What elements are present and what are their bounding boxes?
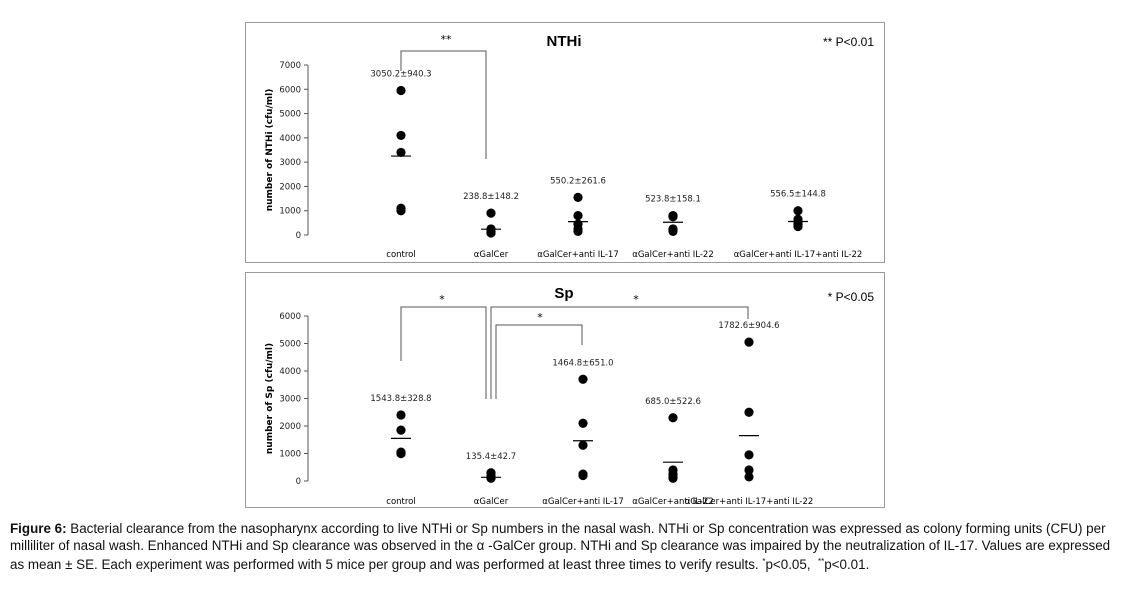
sp-y-axis-label: number of Sp (cfu/ml) [265, 343, 275, 454]
nthi-mean-label-3: 523.8±158.1 [645, 195, 701, 205]
sp-data-point-4-3 [744, 465, 754, 475]
sp-data-point-0-4 [396, 448, 406, 459]
nthi-mean-label-0: 3050.2±940.3 [370, 70, 431, 80]
sp-data-point-4-4 [744, 472, 754, 482]
sp-y-tick-label-3: 3000 [279, 395, 301, 405]
nthi-data-point-3-1 [668, 212, 678, 222]
nthi-data-point-4-4 [793, 221, 803, 232]
sp-data-point-0-0 [396, 410, 406, 420]
sp-significance-label-2: * [633, 293, 639, 306]
nthi-y-tick-label-5: 5000 [279, 110, 301, 120]
sp-significance-label-0: * [439, 293, 445, 306]
nthi-y-tick-label-6: 6000 [279, 85, 301, 95]
sp-data-point-4-1 [744, 407, 754, 417]
nthi-data-point-1-0 [486, 208, 496, 218]
nthi-y-tick-label-7: 7000 [279, 61, 301, 71]
sp-data-point-2-2 [578, 440, 588, 450]
nthi-data-point-0-4 [396, 206, 406, 216]
sp-y-tick-label-5: 5000 [279, 340, 301, 350]
nthi-category-label-2: αGalCer+anti IL-17 [537, 250, 619, 260]
sp-data-point-2-4 [578, 470, 588, 481]
caption-text: Bacterial clearance from the nasopharynx… [10, 521, 1111, 572]
figure-caption: Figure 6: Bacterial clearance from the n… [10, 521, 1118, 574]
sp-significance-bracket-0 [400, 306, 487, 399]
nthi-y-tick-label-2: 2000 [279, 182, 301, 192]
sp-chart-title: Sp [554, 285, 573, 302]
sp-mean-label-3: 685.0±522.6 [645, 397, 701, 407]
nthi-data-point-2-0 [573, 192, 583, 202]
nthi-data-point-0-0 [396, 85, 406, 96]
nthi-data-point-4-0 [793, 206, 803, 216]
sp-data-point-4-2 [744, 450, 754, 460]
nthi-data-point-1-4 [486, 228, 496, 238]
footnote-1-mark: * [762, 557, 766, 566]
nthi-category-label-4: αGalCer+anti IL-17+anti IL-22 [734, 250, 863, 260]
nthi-y-tick-label-1: 1000 [279, 207, 301, 217]
nthi-y-axis-label: number of NTHi (cfu/ml) [265, 89, 275, 212]
sp-data-point-3-4 [668, 473, 678, 483]
sp-data-point-1-4 [486, 473, 496, 483]
sp-data-point-3-0 [668, 413, 678, 423]
sp-data-point-2-0 [578, 374, 588, 384]
sp-mean-label-4: 1782.6±904.6 [718, 321, 779, 331]
sp-category-label-4: αGalCer+anti IL-17+anti IL-22 [685, 497, 814, 507]
sp-data-point-4-0 [744, 337, 754, 347]
nthi-y-tick-label-0: 0 [296, 231, 301, 241]
sp-mean-label-1: 135.4±42.7 [466, 452, 516, 462]
sp-y-tick-label-0: 0 [296, 477, 301, 487]
sp-category-label-3: αGalCer+anti IL-22 [632, 497, 714, 507]
nthi-significance-bracket-0 [400, 50, 487, 159]
sp-y-tick-label-6: 6000 [279, 312, 301, 322]
nthi-y-tick-label-3: 3000 [279, 158, 301, 168]
footnote-2-mark: ** [818, 557, 825, 566]
nthi-chart-title: NTHi [547, 33, 582, 50]
nthi-mean-label-2: 550.2±261.6 [550, 176, 606, 186]
sp-data-point-0-1 [396, 425, 406, 435]
nthi-category-label-1: αGalCer [474, 250, 509, 260]
nthi-significance-label-0: ** [441, 33, 453, 46]
sp-significance-note: * P<0.05 [828, 290, 875, 304]
sp-y-tick-label-1: 1000 [279, 450, 301, 460]
sp-category-label-1: αGalCer [474, 497, 509, 507]
nthi-data-point-2-4 [573, 226, 583, 236]
sp-significance-label-1: * [537, 311, 543, 324]
nthi-significance-note: ** P<0.01 [823, 35, 874, 49]
sp-significance-bracket-2 [490, 306, 749, 399]
footnote-1: p<0.05, [765, 557, 811, 572]
sp-category-label-2: αGalCer+anti IL-17 [542, 497, 624, 507]
nthi-data-point-3-4 [668, 226, 678, 236]
nthi-mean-label-4: 556.5±144.8 [770, 190, 826, 200]
footnote-2: p<0.01. [824, 557, 870, 572]
sp-y-tick-label-4: 4000 [279, 367, 301, 377]
sp-data-point-2-1 [578, 418, 588, 428]
nthi-data-point-0-2 [396, 147, 406, 158]
nthi-data-point-0-1 [396, 130, 406, 141]
sp-chart-panel: Sp * P<0.05 0 1000 2000 3000 4000 5000 6000 numbe… [245, 272, 885, 508]
sp-mean-label-0: 1543.8±328.8 [370, 394, 431, 404]
sp-significance-bracket-1 [495, 324, 583, 399]
sp-y-tick-label-2: 2000 [279, 422, 301, 432]
nthi-data-point-2-1 [573, 210, 583, 221]
sp-category-label-0: control [386, 497, 415, 507]
nthi-chart-panel: NTHi ** P<0.01 0 1000 2000 3000 4000 5000 6000 70… [245, 22, 885, 263]
sp-mean-label-2: 1464.8±651.0 [552, 358, 613, 368]
nthi-category-label-0: control [386, 250, 415, 260]
sp-chart: Sp * P<0.05 0 1000 2000 3000 4000 5000 6000 numbe… [265, 285, 875, 507]
nthi-category-label-3: αGalCer+anti IL-22 [632, 250, 714, 260]
caption-label: Figure 6: [10, 521, 67, 536]
nthi-y-tick-label-4: 4000 [279, 134, 301, 144]
nthi-chart: NTHi ** P<0.01 0 1000 2000 3000 4000 5000 6000 70… [265, 33, 874, 260]
nthi-mean-label-1: 238.8±148.2 [463, 192, 519, 202]
